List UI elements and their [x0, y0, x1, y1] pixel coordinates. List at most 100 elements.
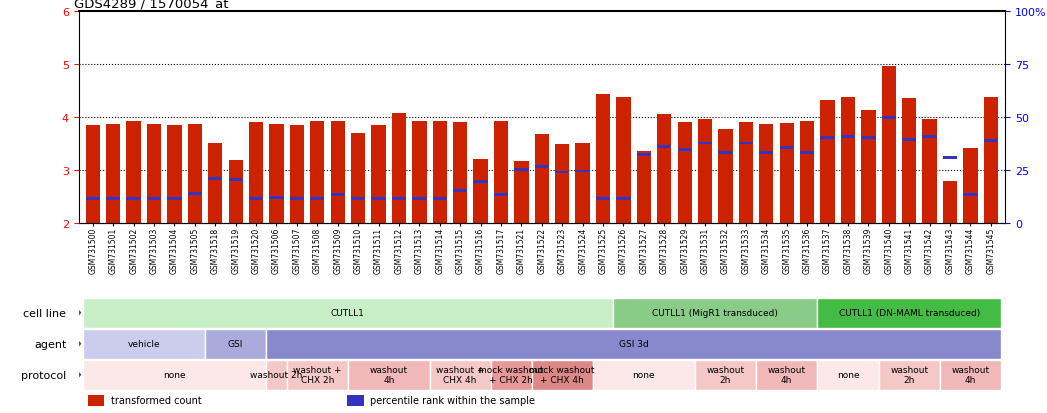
Text: washout
4h: washout 4h — [370, 365, 408, 385]
Bar — [83, 360, 266, 390]
Bar — [290, 126, 304, 223]
Bar — [943, 157, 957, 160]
Bar — [432, 197, 447, 200]
Bar — [491, 360, 532, 390]
Bar — [249, 123, 263, 223]
Bar — [494, 121, 508, 223]
Bar — [290, 197, 304, 200]
Bar — [677, 123, 692, 223]
Polygon shape — [73, 305, 81, 320]
Bar — [698, 119, 712, 223]
Bar — [310, 197, 325, 200]
Bar — [576, 143, 589, 223]
Text: none: none — [163, 370, 185, 379]
Bar — [818, 360, 878, 390]
Bar — [922, 120, 937, 223]
Bar — [759, 152, 774, 154]
Text: transformed count: transformed count — [111, 396, 202, 406]
Text: washout +
CHX 2h: washout + CHX 2h — [293, 365, 341, 385]
Text: GSI: GSI — [228, 339, 243, 348]
Bar — [718, 129, 733, 223]
Bar — [821, 137, 834, 140]
Bar — [555, 171, 570, 174]
Text: washout
2h: washout 2h — [890, 365, 929, 385]
Bar — [882, 66, 896, 223]
Text: cell line: cell line — [23, 308, 66, 318]
Bar — [617, 197, 630, 200]
Bar — [168, 197, 181, 200]
Bar — [106, 197, 120, 200]
Bar — [576, 170, 589, 173]
Bar — [940, 360, 1001, 390]
Bar — [943, 182, 957, 223]
Bar — [106, 125, 120, 223]
Polygon shape — [73, 367, 81, 382]
Bar — [514, 162, 529, 223]
Bar — [695, 360, 756, 390]
Bar — [413, 122, 426, 223]
Bar — [841, 136, 855, 139]
Bar — [821, 100, 834, 223]
Bar — [532, 360, 593, 390]
Bar — [780, 146, 794, 150]
Bar — [228, 161, 243, 223]
Text: CUTLL1: CUTLL1 — [331, 309, 364, 317]
Bar — [841, 98, 855, 223]
Bar — [147, 125, 161, 223]
Bar — [922, 136, 937, 139]
Text: washout
4h: washout 4h — [952, 365, 989, 385]
Bar — [83, 329, 205, 358]
Bar — [473, 180, 488, 183]
Bar — [310, 122, 325, 223]
Bar — [88, 395, 105, 406]
Bar — [677, 149, 692, 152]
Bar — [187, 125, 202, 223]
Text: GDS4289 / 1570054_at: GDS4289 / 1570054_at — [74, 0, 228, 10]
Text: mock washout
+ CHX 2h: mock washout + CHX 2h — [478, 365, 544, 385]
Bar — [658, 115, 671, 223]
Bar — [614, 298, 818, 328]
Bar — [127, 197, 140, 200]
Bar — [351, 134, 365, 223]
Bar — [800, 152, 815, 154]
Bar — [86, 126, 99, 223]
Bar — [168, 126, 181, 223]
Bar — [392, 197, 406, 200]
Bar — [596, 95, 610, 223]
Bar — [903, 99, 916, 223]
Bar — [756, 360, 818, 390]
Bar — [331, 194, 344, 197]
Bar — [266, 360, 287, 390]
Bar — [372, 126, 385, 223]
Bar — [269, 125, 284, 223]
Bar — [249, 197, 263, 200]
Bar — [535, 135, 549, 223]
Bar — [187, 193, 202, 196]
Bar — [698, 142, 712, 145]
Bar — [494, 194, 508, 197]
Text: washout
2h: washout 2h — [707, 365, 744, 385]
Bar — [739, 122, 753, 223]
Bar — [83, 298, 614, 328]
Bar — [739, 142, 753, 145]
Bar — [878, 360, 940, 390]
Bar — [555, 145, 570, 223]
Bar — [351, 197, 365, 200]
Bar — [658, 146, 671, 149]
Bar — [413, 197, 426, 200]
Text: GSI 3d: GSI 3d — [619, 339, 648, 348]
Bar — [429, 360, 491, 390]
Bar — [963, 149, 978, 223]
Bar — [963, 194, 978, 197]
Bar — [392, 114, 406, 223]
Bar — [348, 395, 364, 406]
Bar — [86, 197, 99, 200]
Bar — [348, 360, 429, 390]
Bar — [800, 122, 815, 223]
Bar — [593, 360, 695, 390]
Bar — [287, 360, 348, 390]
Bar — [147, 197, 161, 200]
Bar — [984, 140, 998, 143]
Bar — [432, 121, 447, 223]
Bar — [269, 197, 284, 200]
